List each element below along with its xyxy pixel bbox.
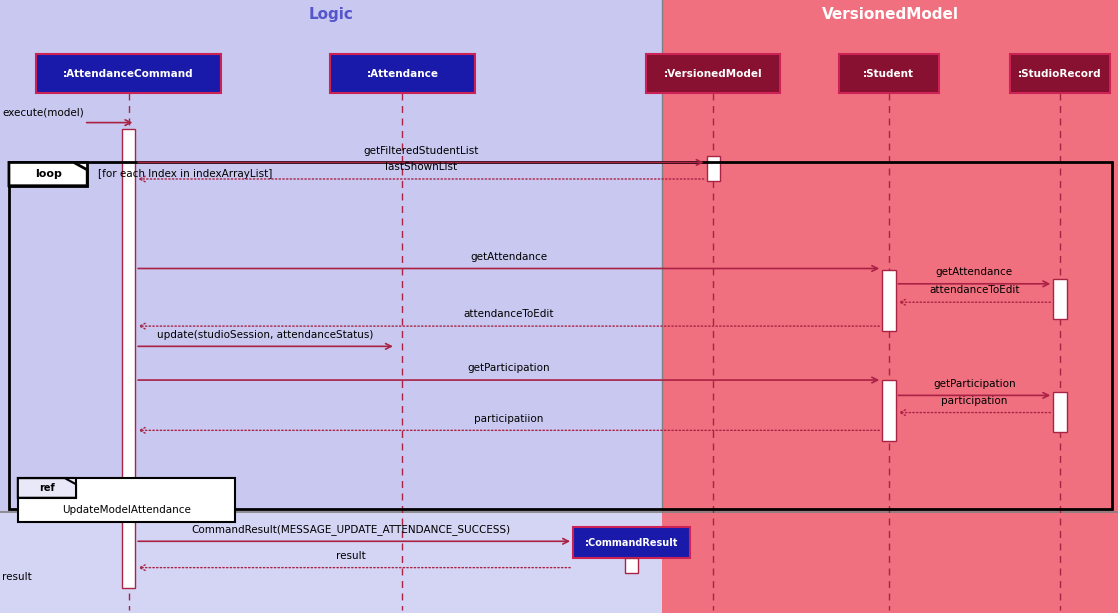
Text: attendanceToEdit: attendanceToEdit bbox=[929, 286, 1020, 295]
Text: getAttendance: getAttendance bbox=[936, 267, 1013, 277]
Text: ref: ref bbox=[39, 483, 55, 493]
Bar bbox=[330, 54, 475, 94]
Text: loop: loop bbox=[35, 169, 61, 179]
Bar bbox=[0, 512, 662, 613]
Text: VersionedModel: VersionedModel bbox=[822, 7, 958, 21]
Bar bbox=[572, 527, 690, 558]
Text: :CommandResult: :CommandResult bbox=[585, 538, 679, 547]
Text: getAttendance: getAttendance bbox=[471, 252, 547, 262]
Bar bbox=[662, 512, 1118, 613]
Bar bbox=[882, 270, 896, 331]
Bar bbox=[9, 162, 1112, 509]
Polygon shape bbox=[18, 478, 76, 498]
Bar bbox=[707, 156, 720, 181]
Bar bbox=[625, 558, 638, 573]
Text: :Attendance: :Attendance bbox=[367, 69, 438, 78]
Bar bbox=[1053, 279, 1067, 319]
Text: participation: participation bbox=[941, 396, 1007, 406]
Text: update(studioSession, attendanceStatus): update(studioSession, attendanceStatus) bbox=[158, 330, 373, 340]
Text: CommandResult(MESSAGE_UPDATE_ATTENDANCE_SUCCESS): CommandResult(MESSAGE_UPDATE_ATTENDANCE_… bbox=[191, 524, 510, 535]
Bar bbox=[122, 129, 135, 588]
Text: attendanceToEdit: attendanceToEdit bbox=[464, 310, 553, 319]
Text: :AttendanceCommand: :AttendanceCommand bbox=[64, 69, 193, 78]
Bar bbox=[838, 54, 939, 94]
Text: execute(model): execute(model) bbox=[2, 108, 84, 118]
Bar bbox=[882, 380, 896, 441]
Bar bbox=[1010, 54, 1110, 94]
Text: Logic: Logic bbox=[309, 7, 353, 21]
Text: lastShownList: lastShownList bbox=[385, 162, 457, 172]
Text: result: result bbox=[335, 551, 366, 561]
Text: [for each Index in indexArrayList]: [for each Index in indexArrayList] bbox=[98, 169, 273, 179]
Text: :StudioRecord: :StudioRecord bbox=[1018, 69, 1101, 78]
Bar bbox=[18, 478, 235, 522]
Bar bbox=[646, 54, 780, 94]
Text: getParticipation: getParticipation bbox=[467, 364, 550, 373]
Bar bbox=[0, 0, 662, 512]
Polygon shape bbox=[9, 162, 87, 186]
Text: UpdateModelAttendance: UpdateModelAttendance bbox=[61, 505, 191, 515]
Bar bbox=[662, 0, 1118, 512]
Text: getFilteredStudentList: getFilteredStudentList bbox=[363, 146, 479, 156]
Bar bbox=[18, 478, 76, 498]
Bar bbox=[9, 162, 87, 186]
Text: getParticipation: getParticipation bbox=[934, 379, 1015, 389]
Bar bbox=[1053, 392, 1067, 432]
Bar bbox=[36, 54, 221, 94]
Text: :VersionedModel: :VersionedModel bbox=[664, 69, 762, 78]
Text: result: result bbox=[2, 573, 32, 582]
Text: participatiion: participatiion bbox=[474, 414, 543, 424]
Text: :Student: :Student bbox=[863, 69, 915, 78]
